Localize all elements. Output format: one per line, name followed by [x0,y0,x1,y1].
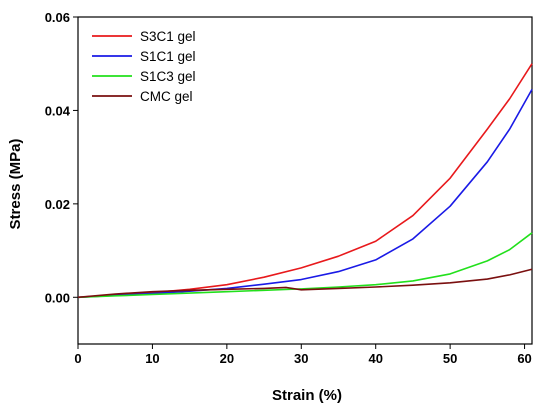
y-tick-label: 0.02 [45,197,70,212]
series-line-s1c1-gel [77,89,533,299]
x-tick-label: 20 [220,351,234,366]
x-tick-label: 60 [517,351,531,366]
series-line-s1c3-gel [77,232,533,299]
y-axis-ticks: 0.00 0.02 0.04 0.06 [45,10,78,305]
y-tick-label: 0.04 [45,103,71,118]
legend-label-s1c1-gel: S1C1 gel [140,49,196,64]
legend-label-cmc-gel: CMC gel [140,89,193,104]
series-line-cmc-gel [77,268,533,299]
y-tick-label: 0.00 [45,290,70,305]
x-tick-label: 50 [443,351,457,366]
y-axis-title: Stress (MPa) [7,139,24,230]
x-tick-label: 0 [74,351,81,366]
x-tick-label: 10 [145,351,159,366]
y-tick-label: 0.06 [45,10,70,25]
x-axis-ticks: 0 10 20 30 40 50 60 [74,344,532,366]
x-tick-label: 40 [368,351,382,366]
series-layer [77,63,533,299]
legend: S3C1 gel S1C1 gel S1C3 gel CMC gel [92,29,196,104]
legend-label-s1c3-gel: S1C3 gel [140,69,196,84]
x-tick-label: 30 [294,351,308,366]
x-axis-title: Strain (%) [272,387,342,404]
legend-label-s3c1-gel: S3C1 gel [140,29,196,44]
plot-frame [77,16,533,345]
plot-border [77,16,533,345]
